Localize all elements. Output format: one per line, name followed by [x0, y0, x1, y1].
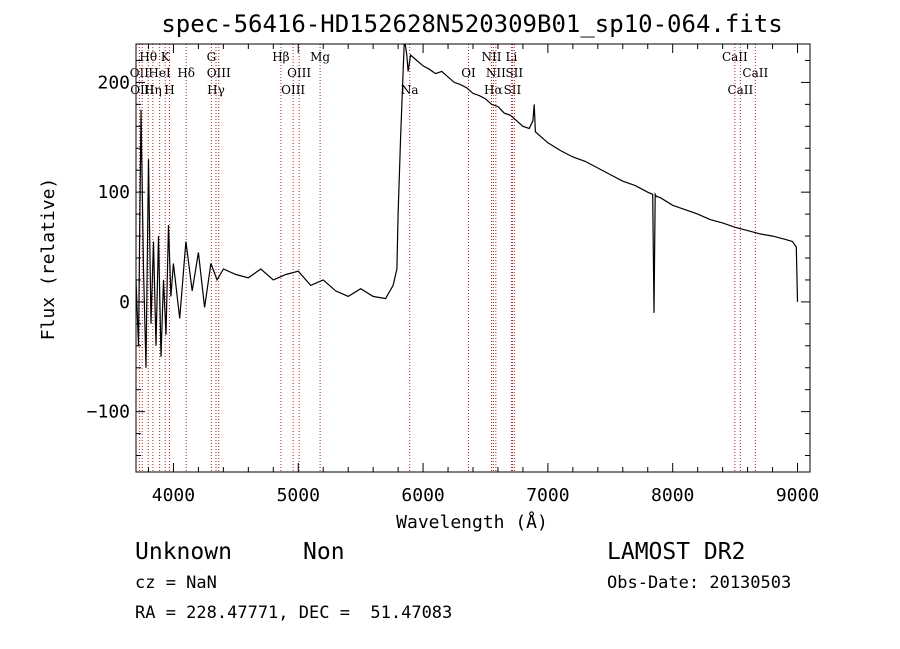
line-marker-label: CaII	[742, 66, 768, 80]
line-marker-label: Hη	[144, 83, 162, 97]
line-marker-label: OIII	[287, 66, 311, 80]
line-marker-label: HeI	[148, 66, 171, 80]
line-marker-label: SII	[505, 66, 523, 80]
class-label: Unknown	[135, 539, 232, 565]
line-marker-label: Li	[506, 50, 518, 64]
line-marker-label: Hβ	[272, 50, 289, 64]
line-marker-label: Mg	[310, 50, 330, 64]
x-tick-label: 7000	[526, 485, 569, 506]
subclass-label: Non	[303, 539, 345, 565]
line-marker-label: NII	[481, 50, 501, 64]
line-markers: OIIOIIIHθHηHeIKHHδGHγOIIIHβOIIIOIIIMgNaO…	[130, 44, 768, 472]
y-tick-label: 0	[119, 292, 130, 313]
x-tick-label: 4000	[152, 485, 195, 506]
line-marker-label: K	[161, 50, 171, 64]
line-marker-label: CaII	[727, 83, 753, 97]
line-marker-label: CaII	[722, 50, 748, 64]
y-tick-label: 100	[97, 182, 130, 203]
chart-title: spec-56416-HD152628N520309B01_sp10-064.f…	[161, 10, 782, 38]
line-marker-label: OI	[461, 66, 476, 80]
line-marker-label: H	[164, 83, 174, 97]
x-tick-label: 9000	[776, 485, 819, 506]
line-marker-label: Hγ	[207, 83, 225, 97]
line-marker-label: Hθ	[139, 50, 157, 64]
line-marker-label: NII	[486, 66, 506, 80]
line-marker-label: OIII	[281, 83, 305, 97]
survey-label: LAMOST DR2	[607, 539, 746, 565]
plot-frame	[135, 43, 811, 473]
line-marker-label: SII	[504, 83, 522, 97]
axis-ticks: 4000 5000 6000 7000 8000 9000 −100 0 100 200	[87, 44, 819, 506]
y-tick-label: 200	[97, 72, 130, 93]
series-layer	[136, 44, 799, 368]
line-marker-label: G	[207, 50, 217, 64]
x-tick-label: 5000	[277, 485, 320, 506]
spectrum-line	[136, 44, 799, 368]
x-tick-label: 8000	[651, 485, 694, 506]
redshift-label: cz = NaN	[135, 573, 217, 593]
obs-date-label: Obs-Date: 20130503	[607, 573, 792, 593]
line-marker-label: Hδ	[177, 66, 195, 80]
x-tick-label: 6000	[401, 485, 444, 506]
line-marker-label: Hα	[484, 83, 503, 97]
line-marker-label: Na	[401, 83, 419, 97]
y-axis-label: Flux (relative)	[38, 178, 59, 341]
line-marker-label: OII	[130, 66, 150, 80]
coords-label: RA = 228.47771, DEC = 51.47083	[135, 603, 453, 623]
line-marker-label: OIII	[207, 66, 231, 80]
y-tick-label: −100	[87, 402, 130, 423]
x-axis-label: Wavelength (Å)	[396, 511, 548, 533]
